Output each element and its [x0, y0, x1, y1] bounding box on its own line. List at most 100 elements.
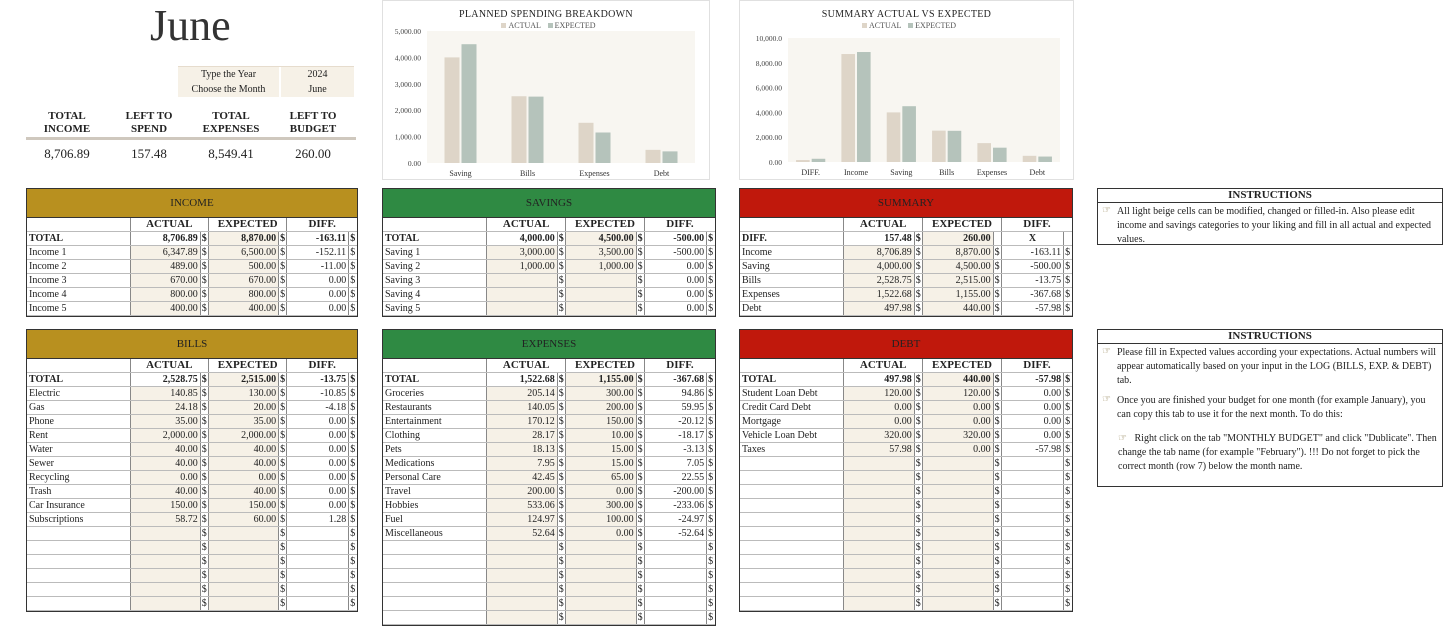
- actual-cell[interactable]: 120.00: [843, 386, 915, 401]
- actual-cell[interactable]: 8,706.89: [130, 231, 201, 246]
- row-label[interactable]: [27, 526, 131, 541]
- actual-cell[interactable]: 4,000.00: [843, 259, 915, 274]
- actual-cell[interactable]: 2,528.75: [843, 273, 915, 288]
- actual-cell[interactable]: 18.13: [486, 442, 558, 457]
- row-label[interactable]: TOTAL: [383, 372, 488, 387]
- row-label[interactable]: Electric: [27, 386, 131, 401]
- expected-cell[interactable]: 670.00: [208, 273, 280, 288]
- actual-cell[interactable]: 1,522.68: [486, 372, 558, 387]
- actual-cell[interactable]: 2,000.00: [130, 428, 201, 443]
- expected-cell[interactable]: 300.00: [565, 386, 637, 401]
- row-label[interactable]: Saving 2: [383, 259, 488, 274]
- row-label[interactable]: Income 4: [27, 287, 131, 302]
- actual-cell[interactable]: 0.00: [130, 470, 201, 485]
- row-label[interactable]: Income 2: [27, 259, 131, 274]
- row-label[interactable]: TOTAL: [740, 372, 845, 387]
- actual-cell[interactable]: 497.98: [843, 372, 915, 387]
- expected-cell[interactable]: 1,155.00: [565, 372, 637, 387]
- actual-cell[interactable]: [130, 554, 201, 569]
- actual-cell[interactable]: 24.18: [130, 400, 201, 415]
- bar-actual-bills[interactable]: [511, 96, 527, 163]
- expected-cell[interactable]: [565, 301, 637, 316]
- expected-cell[interactable]: [922, 596, 994, 611]
- row-label[interactable]: [740, 456, 845, 471]
- row-label[interactable]: [27, 554, 131, 569]
- row-label[interactable]: Income 3: [27, 273, 131, 288]
- expected-cell[interactable]: 130.00: [208, 386, 280, 401]
- expected-cell[interactable]: [922, 554, 994, 569]
- bar-expected-saving[interactable]: [902, 106, 916, 162]
- expected-cell[interactable]: 0.00: [922, 442, 994, 457]
- expected-cell[interactable]: 1,000.00: [565, 259, 637, 274]
- row-label[interactable]: Saving 1: [383, 245, 488, 260]
- expected-cell[interactable]: 320.00: [922, 428, 994, 443]
- actual-cell[interactable]: [843, 554, 915, 569]
- bar-expected-bills[interactable]: [947, 130, 962, 162]
- actual-cell[interactable]: 497.98: [843, 301, 915, 316]
- expected-cell[interactable]: 800.00: [208, 287, 280, 302]
- expected-cell[interactable]: 0.00: [565, 484, 637, 499]
- expected-cell[interactable]: 2,515.00: [922, 273, 994, 288]
- actual-cell[interactable]: 1,000.00: [486, 259, 558, 274]
- expected-cell[interactable]: 300.00: [565, 498, 637, 513]
- actual-cell[interactable]: 0.00: [843, 414, 915, 429]
- row-label[interactable]: Expenses: [740, 287, 845, 302]
- expected-cell[interactable]: 60.00: [208, 512, 280, 527]
- expected-cell[interactable]: 100.00: [565, 512, 637, 527]
- actual-cell[interactable]: 320.00: [843, 428, 915, 443]
- expected-cell[interactable]: 150.00: [565, 414, 637, 429]
- actual-cell[interactable]: [486, 540, 558, 555]
- expected-cell[interactable]: 200.00: [565, 400, 637, 415]
- row-label[interactable]: [740, 596, 845, 611]
- bar-actual-saving[interactable]: [444, 57, 460, 163]
- row-label[interactable]: Pets: [383, 442, 488, 457]
- row-label[interactable]: [740, 568, 845, 583]
- row-label[interactable]: [740, 470, 845, 485]
- row-label[interactable]: TOTAL: [27, 231, 131, 246]
- bar-expected-bills[interactable]: [528, 96, 544, 163]
- actual-cell[interactable]: 170.12: [486, 414, 558, 429]
- bar-expected-debt[interactable]: [662, 151, 678, 163]
- actual-cell[interactable]: 42.45: [486, 470, 558, 485]
- actual-cell[interactable]: 533.06: [486, 498, 558, 513]
- row-label[interactable]: Vehicle Loan Debt: [740, 428, 845, 443]
- bar-expected-expenses[interactable]: [993, 147, 1007, 162]
- row-label[interactable]: Miscellaneous: [383, 526, 488, 541]
- bar-actual-expenses[interactable]: [578, 122, 594, 163]
- actual-cell[interactable]: 2,528.75: [130, 372, 201, 387]
- row-label[interactable]: Phone: [27, 414, 131, 429]
- expected-cell[interactable]: 0.00: [208, 470, 280, 485]
- row-label[interactable]: Credit Card Debt: [740, 400, 845, 415]
- actual-cell[interactable]: [843, 540, 915, 555]
- actual-cell[interactable]: [843, 484, 915, 499]
- expected-cell[interactable]: [208, 540, 280, 555]
- actual-cell[interactable]: 8,706.89: [843, 245, 915, 260]
- row-label[interactable]: [383, 596, 488, 611]
- actual-cell[interactable]: [486, 273, 558, 288]
- actual-cell[interactable]: [486, 568, 558, 583]
- expected-cell[interactable]: [208, 596, 280, 611]
- row-label[interactable]: Income 5: [27, 301, 131, 316]
- expected-cell[interactable]: [922, 456, 994, 471]
- actual-cell[interactable]: [843, 498, 915, 513]
- actual-cell[interactable]: [843, 512, 915, 527]
- expected-cell[interactable]: 65.00: [565, 470, 637, 485]
- expected-cell[interactable]: [565, 287, 637, 302]
- planned-spending-chart[interactable]: PLANNED SPENDING BREAKDOWN ACTUAL EXPECT…: [382, 0, 710, 180]
- expected-cell[interactable]: [922, 484, 994, 499]
- actual-cell[interactable]: [486, 287, 558, 302]
- actual-cell[interactable]: [843, 582, 915, 597]
- row-label[interactable]: [383, 568, 488, 583]
- expected-cell[interactable]: 0.00: [922, 400, 994, 415]
- row-label[interactable]: Personal Care: [383, 470, 488, 485]
- month-select[interactable]: June: [281, 82, 354, 97]
- row-label[interactable]: Groceries: [383, 386, 488, 401]
- row-label[interactable]: [740, 526, 845, 541]
- row-label[interactable]: Car Insurance: [27, 498, 131, 513]
- row-label[interactable]: Student Loan Debt: [740, 386, 845, 401]
- actual-cell[interactable]: 1,522.68: [843, 287, 915, 302]
- row-label[interactable]: Rent: [27, 428, 131, 443]
- expected-cell[interactable]: 3,500.00: [565, 245, 637, 260]
- row-label[interactable]: [27, 568, 131, 583]
- expected-cell[interactable]: 2,000.00: [208, 428, 280, 443]
